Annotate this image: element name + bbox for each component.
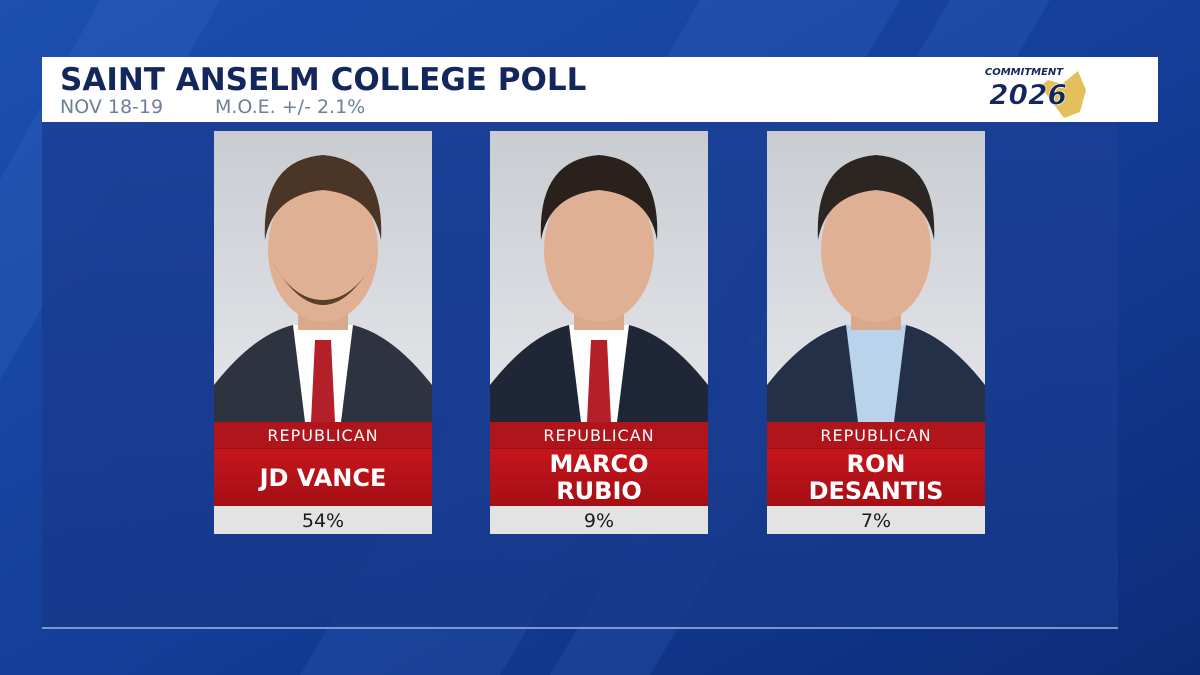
face: [821, 178, 931, 322]
candidate-name: DESANTIS: [809, 477, 944, 505]
result-box: [767, 506, 985, 534]
poll-dates: NOV 18-19: [60, 96, 163, 118]
candidate-name: RUBIO: [556, 477, 642, 505]
candidate-name: JD VANCE: [258, 464, 387, 492]
hair: [264, 155, 382, 240]
result-box: [490, 506, 708, 534]
party-strip: [490, 422, 708, 449]
result: 7%: [861, 510, 891, 532]
candidate-name: RON: [847, 450, 906, 478]
shirt: [846, 325, 906, 422]
result: 54%: [302, 510, 344, 532]
logo-label: COMMITMENT: [985, 67, 1064, 78]
logo-year: 2026: [989, 78, 1067, 111]
candidate-card: REPUBLICAN JD VANCE 54%: [214, 131, 432, 534]
name-box: [214, 449, 432, 506]
candidate-name: MARCO: [550, 450, 649, 478]
result: 9%: [584, 510, 614, 532]
name-box: [767, 449, 985, 506]
margin-of-error: M.O.E. +/- 2.1%: [215, 96, 365, 118]
candidate-cards: REPUBLICAN JD VANCE 54% REPUBLICAN MARCORUBI…: [214, 131, 985, 534]
result-box: [214, 506, 432, 534]
logo: COMMITMENT 2026: [985, 67, 1086, 118]
header-bar: [42, 57, 1158, 122]
party: REPUBLICAN: [820, 426, 931, 445]
hair: [540, 155, 658, 240]
party: REPUBLICAN: [543, 426, 654, 445]
party-strip: [767, 422, 985, 449]
tie: [587, 340, 611, 422]
face: [544, 178, 654, 322]
party: REPUBLICAN: [267, 426, 378, 445]
party-strip: [214, 422, 432, 449]
name-box: [490, 449, 708, 506]
beard: [271, 260, 375, 305]
face: [268, 178, 378, 322]
tie: [311, 340, 335, 422]
hair: [817, 155, 935, 240]
title: SAINT ANSELM COLLEGE POLL: [60, 62, 586, 98]
